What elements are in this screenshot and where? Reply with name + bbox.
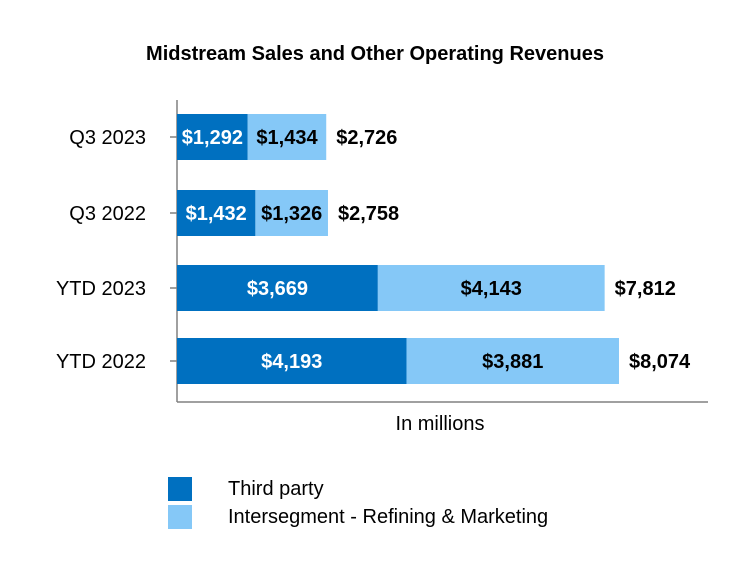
x-axis-label: In millions xyxy=(396,413,485,435)
bar-third-party-ytd-2023 xyxy=(177,265,378,311)
legend-label-intersegment: Intersegment - Refining & Marketing xyxy=(228,505,549,528)
y-tick-label-ytd-2023: YTD 2023 xyxy=(56,278,146,300)
y-tick-label-q3-2022: Q3 2022 xyxy=(69,203,146,225)
bar-label-intersegment-q3-2023: $1,434 xyxy=(256,127,318,149)
bar-label-third-party-q3-2022: $1,432 xyxy=(186,203,247,225)
y-tick-label-ytd-2022: YTD 2022 xyxy=(56,351,146,373)
total-label-ytd-2022: $8,074 xyxy=(629,351,691,373)
total-label-q3-2022: $2,758 xyxy=(338,203,399,225)
bar-intersegment-q3-2022 xyxy=(255,190,328,236)
bar-label-third-party-ytd-2022: $4,193 xyxy=(261,351,322,373)
legend-swatch-third-party xyxy=(168,477,192,501)
bar-label-third-party-ytd-2023: $3,669 xyxy=(247,278,308,300)
legend-item-third-party: Third party xyxy=(168,476,548,502)
legend-label-third-party: Third party xyxy=(228,477,324,500)
bar-third-party-q3-2023 xyxy=(177,114,248,160)
bar-intersegment-ytd-2023 xyxy=(377,265,605,311)
bar-intersegment-q3-2023 xyxy=(247,114,327,160)
total-label-ytd-2023: $7,812 xyxy=(615,278,676,300)
bar-label-intersegment-ytd-2022: $3,881 xyxy=(482,351,543,373)
legend-swatch-intersegment xyxy=(168,505,192,529)
total-label-q3-2023: $2,726 xyxy=(336,127,397,149)
legend: Third party Intersegment - Refining & Ma… xyxy=(168,476,548,532)
bar-third-party-q3-2022 xyxy=(177,190,256,236)
legend-item-intersegment: Intersegment - Refining & Marketing xyxy=(168,504,548,530)
bar-label-intersegment-ytd-2023: $4,143 xyxy=(461,278,522,300)
bar-third-party-ytd-2022 xyxy=(177,338,407,384)
bar-label-third-party-q3-2023: $1,292 xyxy=(182,127,243,149)
y-tick-label-q3-2023: Q3 2023 xyxy=(69,127,146,149)
bar-intersegment-ytd-2022 xyxy=(406,338,619,384)
bar-label-intersegment-q3-2022: $1,326 xyxy=(261,203,322,225)
chart-title: Midstream Sales and Other Operating Reve… xyxy=(146,43,604,65)
